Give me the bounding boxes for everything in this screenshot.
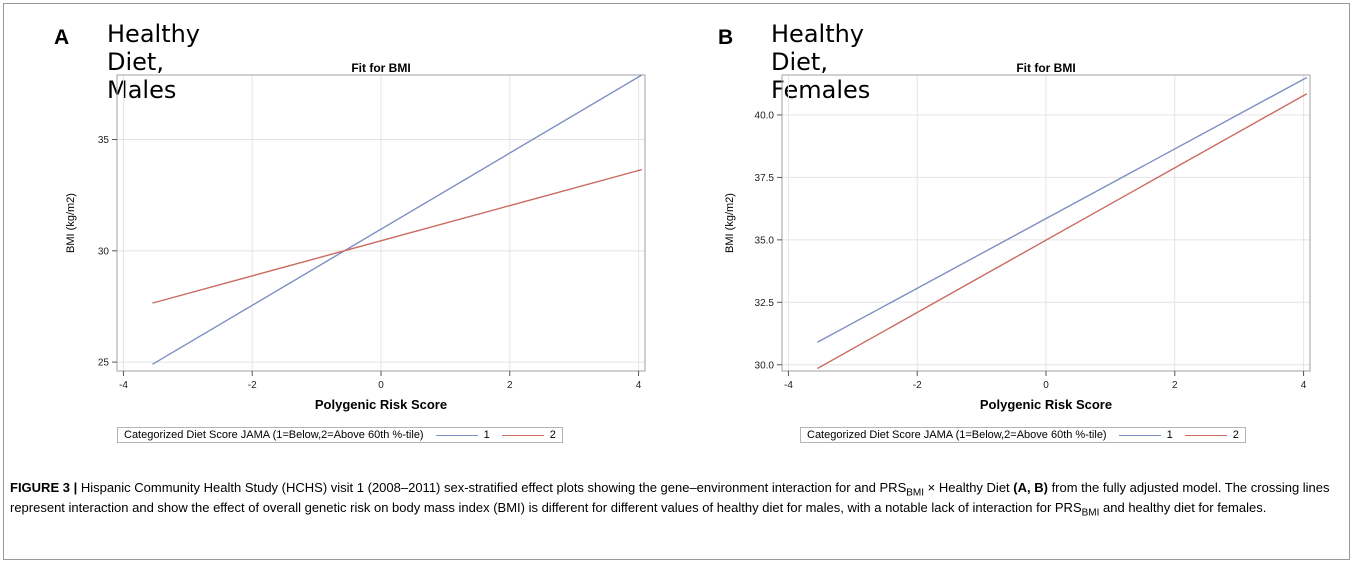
y-tick-label: 37.5 bbox=[755, 173, 775, 184]
x-tick-label: -4 bbox=[119, 380, 128, 391]
y-tick-label: 25 bbox=[98, 358, 110, 369]
panel-letter: A bbox=[54, 26, 70, 49]
x-tick-label: -2 bbox=[913, 380, 922, 391]
series-line-1 bbox=[817, 76, 1308, 343]
panel-letter: B bbox=[718, 26, 734, 49]
chart-a: -4 -2 0 2 4 25 30 35 Polygenic Risk Score BMI (kg… bbox=[65, 74, 646, 412]
panel-title: Healthy Diet, Females bbox=[771, 20, 871, 104]
caption-text: and healthy diet for females. bbox=[1099, 500, 1267, 515]
x-axis-label: Polygenic Risk Score bbox=[980, 397, 1112, 412]
caption-label: FIGURE 3 | bbox=[10, 480, 78, 495]
y-tick-label: 40.0 bbox=[755, 110, 775, 121]
y-axis-label: BMI (kg/m2) bbox=[724, 193, 736, 253]
caption-text: × Healthy Diet bbox=[924, 480, 1014, 495]
y-tick-label: 30 bbox=[98, 246, 110, 257]
chart-b: -4 -2 0 2 4 30.0 32.5 35.0 37.5 40.0 Polygenic Ris… bbox=[724, 74, 1311, 412]
x-tick-label: -4 bbox=[784, 380, 793, 391]
caption-subscript: BMI bbox=[1081, 507, 1100, 519]
x-axis-label: Polygenic Risk Score bbox=[315, 397, 447, 412]
x-tick-label: 0 bbox=[1043, 380, 1049, 391]
series-line-1 bbox=[152, 74, 643, 365]
legend: Categorized Diet Score JAMA (1=Below,2=A… bbox=[117, 427, 563, 443]
x-tick-label: 2 bbox=[507, 380, 513, 391]
legend-line-series-2 bbox=[1184, 434, 1227, 436]
legend-title: Categorized Diet Score JAMA (1=Below,2=A… bbox=[807, 429, 1107, 441]
x-tick-label: 2 bbox=[1172, 380, 1178, 391]
legend-label-series-1: 1 bbox=[483, 429, 490, 441]
x-tick-label: -2 bbox=[248, 380, 257, 391]
y-tick-label: 30.0 bbox=[755, 360, 775, 371]
legend-label-series-1: 1 bbox=[1166, 429, 1173, 441]
legend-line-series-1 bbox=[1118, 434, 1161, 436]
caption-panel-ref: (A, B) bbox=[1013, 480, 1048, 495]
x-tick-label: 4 bbox=[1301, 380, 1307, 391]
legend-label-series-2: 2 bbox=[1232, 429, 1239, 441]
legend-label-series-2: 2 bbox=[549, 429, 556, 441]
series-line-2 bbox=[152, 168, 642, 304]
figure-caption: FIGURE 3 | Hispanic Community Health Stu… bbox=[10, 478, 1345, 518]
caption-text: from the fully adjusted model. The cross… bbox=[10, 480, 1330, 515]
legend-title: Categorized Diet Score JAMA (1=Below,2=A… bbox=[124, 429, 424, 441]
figure-frame bbox=[3, 3, 1350, 560]
caption-subscript: BMI bbox=[906, 487, 925, 499]
y-tick-label: 35.0 bbox=[755, 235, 775, 246]
x-tick-label: 4 bbox=[636, 380, 642, 391]
legend-line-series-1 bbox=[435, 434, 478, 436]
x-tick-label: 0 bbox=[378, 380, 384, 391]
series-line-2 bbox=[817, 93, 1308, 370]
y-tick-label: 35 bbox=[98, 135, 110, 146]
legend: Categorized Diet Score JAMA (1=Below,2=A… bbox=[800, 427, 1246, 443]
chart-title: Fit for BMI bbox=[1016, 61, 1076, 75]
panel-title: Healthy Diet, Males bbox=[107, 20, 201, 104]
y-tick-label: 32.5 bbox=[755, 298, 775, 309]
legend-line-series-2 bbox=[501, 434, 544, 436]
y-axis-label: BMI (kg/m2) bbox=[65, 193, 77, 253]
caption-text: Hispanic Community Health Study (HCHS) v… bbox=[77, 480, 907, 495]
chart-title: Fit for BMI bbox=[351, 61, 411, 75]
